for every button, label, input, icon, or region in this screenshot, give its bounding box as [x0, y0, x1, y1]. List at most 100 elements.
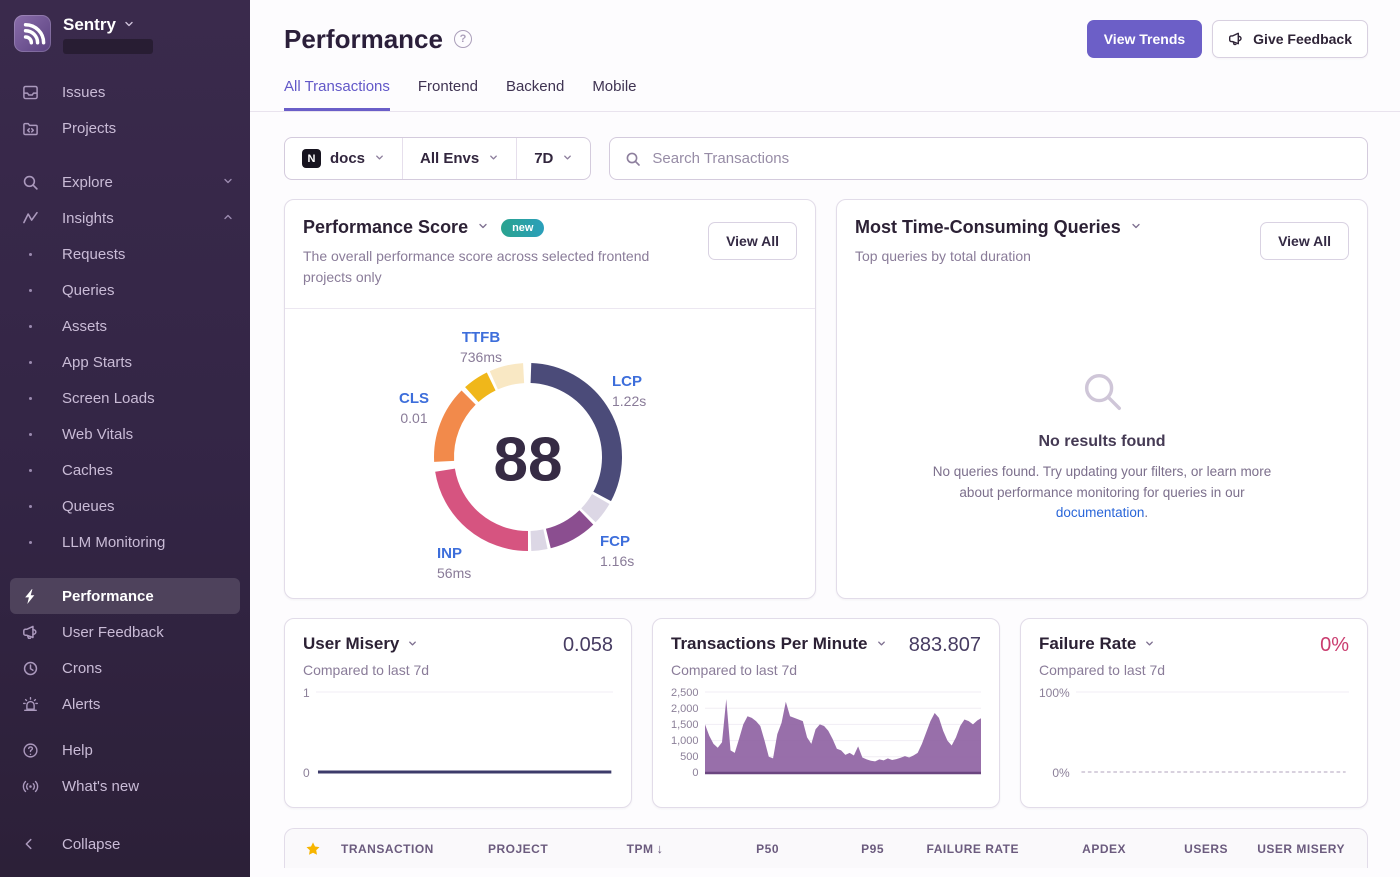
- column-header-project[interactable]: PROJECT: [488, 841, 549, 856]
- give-feedback-label: Give Feedback: [1253, 31, 1352, 47]
- queries-card-title[interactable]: Most Time-Consuming Queries: [855, 217, 1349, 238]
- collapse-button[interactable]: Collapse: [0, 825, 250, 877]
- view-all-button[interactable]: View All: [708, 222, 797, 260]
- empty-state-heading: No results found: [1038, 432, 1166, 450]
- ring-segment-fcp[interactable]: [545, 509, 594, 549]
- feedback-icon: [22, 624, 42, 641]
- sidebar-item-insights[interactable]: Insights: [0, 200, 250, 236]
- failure-rate-value: 0%: [1320, 634, 1349, 656]
- ring-segment-lcp[interactable]: [530, 363, 622, 502]
- sidebar-item-caches[interactable]: Caches: [0, 452, 250, 488]
- tpm-value: 883.807: [908, 634, 981, 656]
- sidebar-item-performance[interactable]: Performance: [10, 578, 240, 615]
- ring-segment-spacer[interactable]: [581, 493, 610, 523]
- card-description: Top queries by total duration: [855, 248, 1031, 264]
- column-header-apdex[interactable]: APDEX: [1082, 841, 1126, 856]
- environment-filter[interactable]: All Envs: [402, 138, 516, 179]
- org-switcher[interactable]: Sentry: [0, 0, 250, 62]
- vital-label-inp[interactable]: INP 56ms: [437, 545, 472, 581]
- performance-score-value: 88: [494, 426, 563, 495]
- view-trends-button[interactable]: View Trends: [1086, 20, 1203, 58]
- date-range-filter[interactable]: 7D: [516, 138, 590, 179]
- sidebar-item-label: Caches: [62, 461, 113, 479]
- sidebar-item-crons[interactable]: Crons: [0, 650, 250, 686]
- sidebar-item-alerts[interactable]: Alerts: [0, 686, 250, 722]
- y-axis-labels: 100% 0%: [1039, 686, 1070, 780]
- sidebar-item-llm-monitoring[interactable]: LLM Monitoring: [0, 524, 250, 560]
- column-header-failure-rate[interactable]: FAILURE RATE: [926, 841, 1019, 856]
- bullet-icon: [22, 325, 42, 328]
- sort-descending-icon: ↓: [656, 841, 664, 856]
- sidebar-item-web-vitals[interactable]: Web Vitals: [0, 416, 250, 452]
- performance-score-title[interactable]: Performance Score new: [303, 217, 797, 238]
- sidebar-item-label: Projects: [62, 119, 117, 137]
- ring-segment-inp[interactable]: [435, 468, 529, 551]
- ring-segment-ttfb[interactable]: [489, 363, 525, 390]
- sidebar-item-projects[interactable]: Projects: [0, 110, 250, 146]
- crons-icon: [22, 660, 42, 677]
- column-header-transaction[interactable]: TRANSACTION: [341, 841, 434, 856]
- chevron-down-icon: [374, 150, 385, 167]
- sidebar-item-label: Explore: [62, 173, 113, 191]
- documentation-link[interactable]: documentation: [1055, 505, 1145, 521]
- sidebar-item-explore[interactable]: Explore: [0, 164, 250, 200]
- sidebar-item-help[interactable]: Help: [0, 732, 250, 768]
- tab-backend[interactable]: Backend: [505, 78, 565, 95]
- filter-bar: N docs All Envs 7D: [284, 137, 1368, 180]
- help-question-icon[interactable]: ?: [453, 30, 472, 48]
- comparison-label: Compared to last 7d: [671, 662, 798, 678]
- ring-segment-cls[interactable]: [434, 390, 476, 462]
- vital-label-ttfb[interactable]: TTFB 736ms: [459, 329, 503, 365]
- sidebar-item-label: Requests: [62, 245, 126, 263]
- sidebar-item-screen-loads[interactable]: Screen Loads: [0, 380, 250, 416]
- column-header-p50[interactable]: P50: [756, 841, 779, 856]
- column-header-tpm[interactable]: TPM ↓: [626, 841, 664, 856]
- help-icon: [22, 742, 42, 759]
- sidebar-item-what-s-new[interactable]: What's new: [0, 768, 250, 804]
- give-feedback-button[interactable]: Give Feedback: [1212, 20, 1368, 58]
- sidebar-item-queues[interactable]: Queues: [0, 488, 250, 524]
- sidebar-item-issues[interactable]: Issues: [0, 74, 250, 110]
- column-header-user-misery[interactable]: USER MISERY: [1257, 841, 1345, 856]
- sidebar-item-app-starts[interactable]: App Starts: [0, 344, 250, 380]
- vital-label-fcp[interactable]: FCP 1.16s: [600, 533, 635, 569]
- user-misery-chart: [315, 687, 613, 779]
- megaphone-icon: [1228, 31, 1244, 47]
- view-all-button[interactable]: View All: [1260, 222, 1349, 260]
- sidebar-item-label: Performance: [62, 587, 154, 605]
- vital-label-cls[interactable]: CLS 0.01: [399, 390, 429, 426]
- column-header-p95[interactable]: P95: [861, 841, 884, 856]
- sidebar-item-queries[interactable]: Queries: [0, 272, 250, 308]
- tpm-title[interactable]: Transactions Per Minute: [671, 634, 887, 654]
- chevron-down-icon: [876, 634, 887, 654]
- ring-segment-spacer[interactable]: [530, 529, 548, 551]
- star-icon[interactable]: [285, 841, 341, 857]
- chevron-left-icon: [22, 837, 42, 851]
- card-title-text: Performance Score: [303, 217, 469, 237]
- sentry-logo-icon: [14, 15, 51, 52]
- user-misery-title[interactable]: User Misery: [303, 634, 418, 654]
- sidebar-item-label: Insights: [62, 209, 114, 227]
- chevron-down-icon: [407, 634, 418, 654]
- failure-rate-title[interactable]: Failure Rate: [1039, 634, 1155, 654]
- performance-score-ring-chart: 88 TTFB 736ms LCP 1.22s CLS 0.01 INP 56ms FCP 1.16…: [285, 308, 815, 598]
- chevron-down-icon: [1144, 634, 1155, 654]
- search-transactions-box: [609, 137, 1368, 180]
- vital-label-lcp[interactable]: LCP 1.22s: [612, 373, 647, 409]
- failure-rate-card: Failure Rate 0% Compared to last 7d 100%…: [1020, 618, 1368, 808]
- tab-bar: All Transactions Frontend Backend Mobile: [250, 58, 1400, 112]
- sidebar-item-user-feedback[interactable]: User Feedback: [0, 614, 250, 650]
- tab-frontend[interactable]: Frontend: [417, 78, 478, 95]
- tab-mobile[interactable]: Mobile: [592, 78, 637, 95]
- broadcast-icon: [22, 778, 42, 795]
- sidebar-item-requests[interactable]: Requests: [0, 236, 250, 272]
- search-input[interactable]: [652, 150, 1352, 167]
- time-consuming-queries-card: Most Time-Consuming Queries Top queries …: [836, 199, 1368, 599]
- ring-segment-ttfb[interactable]: [465, 372, 496, 403]
- project-filter[interactable]: N docs: [285, 138, 402, 179]
- sidebar-item-assets[interactable]: Assets: [0, 308, 250, 344]
- column-header-users[interactable]: USERS: [1184, 841, 1228, 856]
- tab-all-transactions[interactable]: All Transactions: [284, 78, 390, 111]
- bullet-icon: [22, 253, 42, 256]
